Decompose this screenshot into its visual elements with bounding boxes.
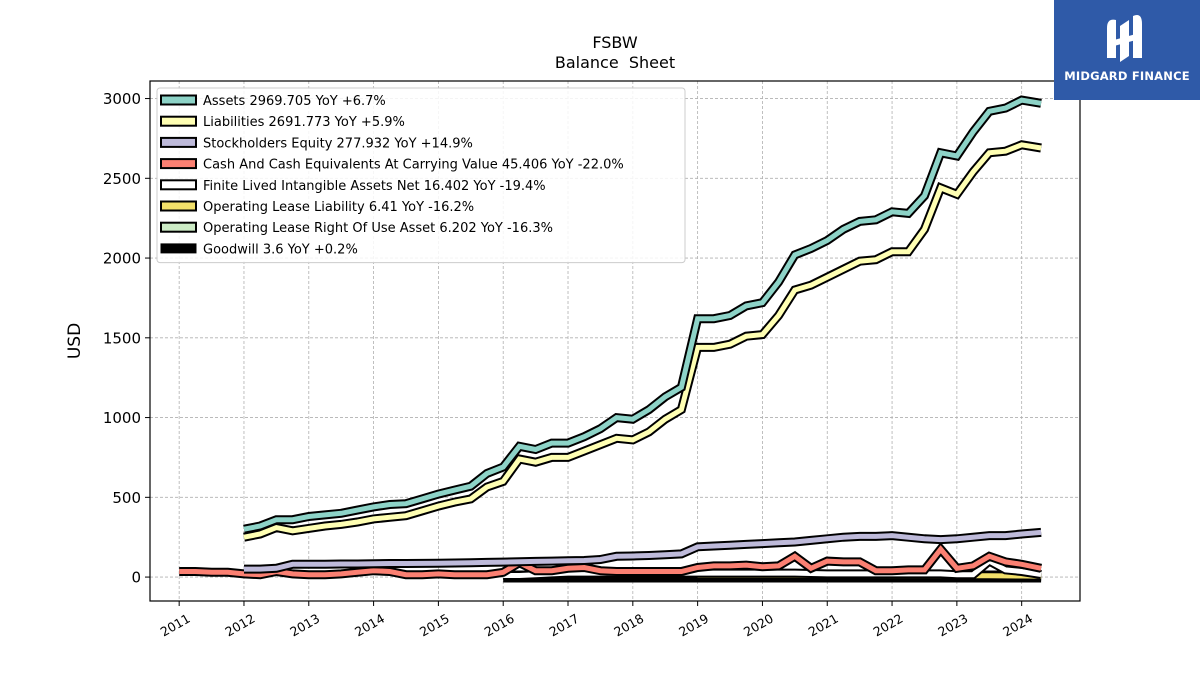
y-tick-label: 3000 xyxy=(103,90,141,108)
legend-label-2: Stockholders Equity 277.932 YoY +14.9% xyxy=(203,136,473,151)
legend-label-6: Operating Lease Right Of Use Asset 6.202… xyxy=(203,221,553,236)
series-lines xyxy=(179,95,1043,583)
chart-title: FSBW xyxy=(592,33,637,52)
legend-label-3: Cash And Cash Equivalents At Carrying Va… xyxy=(203,158,624,173)
x-tick-label: 2012 xyxy=(222,611,257,640)
legend-swatch-3 xyxy=(160,158,197,170)
brand-logo: MIDGARD FINANCE xyxy=(1054,0,1200,100)
x-tick-label: 2014 xyxy=(352,611,387,640)
x-tick-label: 2019 xyxy=(676,611,711,640)
y-axis-label: USD xyxy=(65,323,85,359)
series-line-2 xyxy=(244,529,1042,572)
legend-swatch-6 xyxy=(160,221,197,233)
legend-label-1: Liabilities 2691.773 YoY +5.9% xyxy=(203,115,405,130)
series-line-3 xyxy=(179,545,1042,578)
x-tick-label: 2013 xyxy=(287,611,322,640)
x-tick-label: 2017 xyxy=(546,611,581,640)
y-tick-label: 500 xyxy=(112,489,141,507)
x-tick-label: 2021 xyxy=(806,611,841,640)
legend-swatch-5 xyxy=(160,200,197,212)
x-tick-label: 2016 xyxy=(482,611,517,640)
legend: Assets 2969.705 YoY +6.7% Liabilities 269… xyxy=(156,87,686,264)
series-line-0 xyxy=(243,97,1042,532)
legend-box xyxy=(156,87,686,264)
y-tick-label: 2000 xyxy=(103,250,141,268)
legend-swatch-7 xyxy=(160,243,197,254)
legend-label-4: Finite Lived Intangible Assets Net 16.40… xyxy=(203,179,546,194)
x-tick-label: 2015 xyxy=(417,611,452,640)
brand-name: MIDGARD FINANCE xyxy=(1064,69,1190,83)
chart-subtitle: Balance Sheet xyxy=(555,53,675,72)
y-tick-label: 1500 xyxy=(103,329,141,347)
y-tick-label: 2500 xyxy=(103,170,141,188)
series-line-1 xyxy=(243,142,1042,540)
y-tick-label: 1000 xyxy=(103,409,141,427)
y-tick-label: 0 xyxy=(131,569,141,587)
plot-area-frame xyxy=(149,80,1081,602)
legend-label-5: Operating Lease Liability 6.41 YoY -16.2… xyxy=(203,200,474,215)
legend-swatch-4 xyxy=(160,179,197,191)
x-tick-label: 2022 xyxy=(871,611,906,640)
legend-swatch-2 xyxy=(160,136,197,148)
midgard-logo-icon xyxy=(1107,15,1142,62)
legend-swatch-0 xyxy=(160,94,197,106)
x-tick-label: 2011 xyxy=(158,611,193,640)
x-tick-label: 2023 xyxy=(935,611,970,640)
x-tick-label: 2024 xyxy=(1000,611,1035,640)
x-tick-label: 2020 xyxy=(741,611,776,640)
legend-label-0: Assets 2969.705 YoY +6.7% xyxy=(203,94,386,109)
x-tick-label: 2018 xyxy=(611,611,646,640)
legend-swatch-1 xyxy=(160,115,197,127)
legend-label-7: Goodwill 3.6 YoY +0.2% xyxy=(203,242,358,257)
